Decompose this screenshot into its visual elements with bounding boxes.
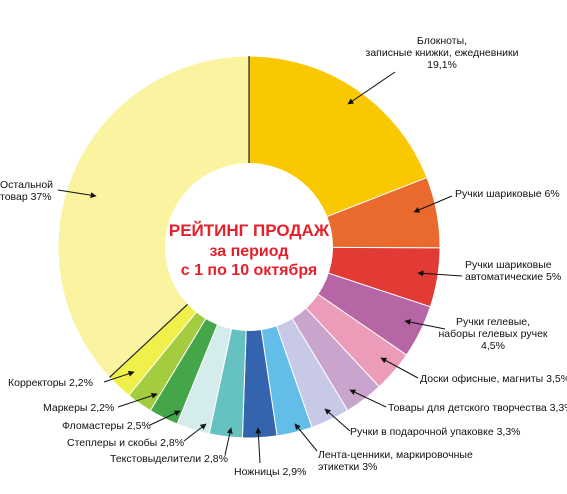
leader-line-14 <box>103 370 135 383</box>
slice-label-13: Маркеры 2,2% <box>43 402 114 414</box>
slice-label-4: Ручки гелевые, наборы гелевых ручек 4,5% <box>438 316 547 352</box>
leader-lines <box>57 71 463 464</box>
leader-line-13 <box>117 392 158 408</box>
slice-label-12: Фломастеры 2,5% <box>62 420 151 432</box>
leader-line-15 <box>57 189 97 199</box>
slice-label-15: Остальной товар 37% <box>0 179 53 203</box>
leader-line-10 <box>224 427 233 456</box>
leader-line-8 <box>294 423 318 452</box>
slice-label-10: Текстовыделители 2,8% <box>110 453 228 465</box>
donut-hole <box>165 163 333 331</box>
slice-label-5: Доски офисные, магниты 3,5% <box>420 373 567 385</box>
leader-line-11 <box>183 423 207 442</box>
leader-line-4 <box>404 319 446 330</box>
slice-label-11: Степлеры и скобы 2,8% <box>67 437 184 449</box>
slice-label-1: Блокноты, записные книжки, ежедневники 19,… <box>366 35 519 71</box>
leader-line-5 <box>380 357 419 379</box>
slice-label-7: Ручки в подарочной упаковке 3,3% <box>350 426 521 438</box>
leader-line-1 <box>347 71 396 105</box>
leader-line-2 <box>413 195 453 213</box>
slice-label-3: Ручки шариковые автоматические 5% <box>465 259 561 283</box>
leader-line-3 <box>417 270 463 277</box>
leader-line-6 <box>349 389 387 408</box>
slice-label-14: Корректоры 2,2% <box>8 377 93 389</box>
slice-labels: Блокноты, записные книжки, ежедневники 19,… <box>0 35 567 478</box>
chart-title: РЕЙТИНГ ПРОДАЖ за период с 1 по 10 октября <box>169 221 330 279</box>
leader-line-12 <box>149 410 181 426</box>
slice-label-6: Товары для детского творчества 3,3% <box>388 402 567 414</box>
separator-line-2 <box>109 303 189 378</box>
slice-label-8: Лента-ценники, маркировочные этикетки 3% <box>318 449 473 473</box>
slice-15 <box>57 55 250 379</box>
slice-label-2: Ручки шариковые 6% <box>455 188 560 200</box>
slice-label-9: Ножницы 2,9% <box>234 466 306 478</box>
leader-line-9 <box>255 427 262 464</box>
leader-line-7 <box>324 408 351 432</box>
